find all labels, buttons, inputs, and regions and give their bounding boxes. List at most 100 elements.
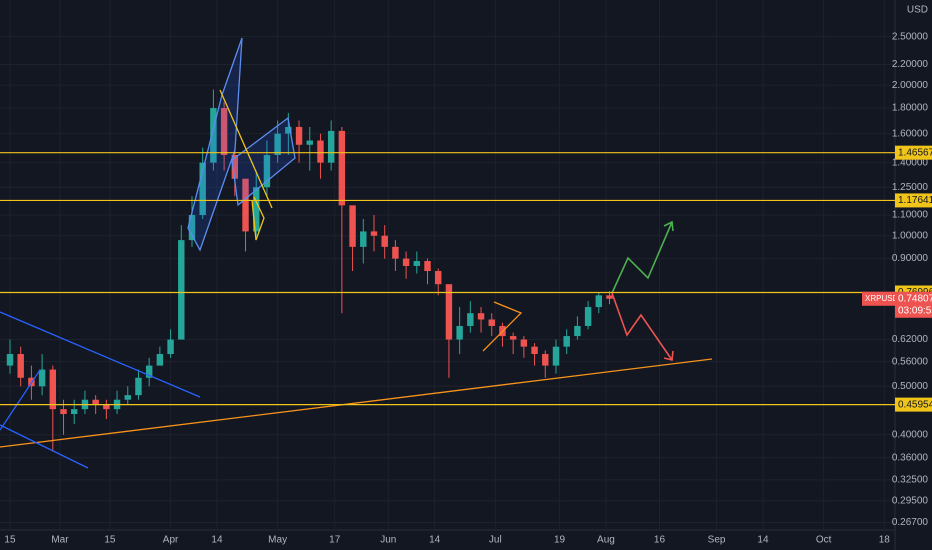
candle-body [60, 409, 67, 415]
candle-body [295, 126, 303, 145]
candle-body [381, 235, 388, 247]
candle-body [584, 307, 592, 326]
candle-body [49, 369, 57, 410]
x-tick-label: 14 [211, 535, 223, 546]
y-tick-label: 0.50000 [892, 381, 929, 392]
candle-body [520, 339, 528, 347]
level-label: 1.46567 [898, 147, 932, 158]
y-tick-label: 0.32500 [892, 474, 929, 485]
y-tick-label: 0.40000 [892, 429, 929, 440]
channel-line [0, 424, 89, 469]
candle-body [188, 215, 196, 241]
x-tick-label: Jun [380, 535, 396, 546]
arrow-head [663, 350, 674, 361]
candle-body [488, 319, 495, 326]
candle-body [156, 354, 164, 366]
y-tick-label: 2.20000 [892, 59, 929, 70]
price-tag [895, 291, 932, 318]
candle-body [145, 365, 153, 378]
candle-body [606, 295, 613, 299]
candle-body [392, 246, 399, 259]
y-tick-label: 1.80000 [892, 103, 929, 114]
candle-body [92, 399, 99, 405]
bull-arrow [611, 221, 673, 294]
candle-body [210, 108, 217, 163]
level-label: 1.17641 [898, 195, 932, 206]
candle-body [317, 140, 324, 163]
y-tick-label: 1.25000 [892, 182, 929, 193]
pattern-box [231, 116, 296, 207]
candle-body [135, 377, 142, 396]
candle-body [445, 284, 453, 340]
arrow-head [663, 220, 674, 232]
candle-body [370, 231, 378, 236]
y-tick-label: 0.56000 [892, 356, 929, 367]
bear-arrow [611, 292, 673, 361]
x-tick-label: Sep [708, 535, 726, 546]
candle-body [349, 205, 356, 247]
candle-body [467, 313, 474, 326]
candle-body [220, 108, 228, 156]
last-price: 0.74807 [898, 293, 932, 304]
candle-body [124, 395, 131, 400]
candle-body [413, 261, 421, 266]
x-tick-label: 14 [757, 535, 769, 546]
candle-body [435, 271, 442, 285]
y-tick-label: 0.26700 [892, 517, 929, 528]
candle-body [103, 404, 110, 410]
support-trendline [0, 358, 713, 448]
x-tick-label: 15 [104, 535, 116, 546]
candle-body [253, 187, 260, 232]
level-label: 0.45954 [898, 399, 932, 410]
candle-body [338, 130, 346, 206]
candle-body [6, 354, 14, 366]
candle-body [242, 178, 249, 232]
x-tick-label: 15 [4, 535, 16, 546]
candle-body [231, 155, 239, 179]
x-tick-label: 17 [329, 535, 341, 546]
y-tick-label: 1.60000 [892, 128, 929, 139]
candle-body [531, 346, 538, 355]
x-tick-label: 18 [879, 535, 891, 546]
x-tick-label: 19 [554, 535, 566, 546]
y-tick-label: 0.62000 [892, 334, 929, 345]
x-tick-label: 16 [654, 535, 666, 546]
candle-body [38, 369, 46, 387]
y-tick-label: 0.29500 [892, 496, 929, 507]
price-axis: 2.50000 2.20000 2.00000 1.80000 1.60000 1.400… [4, 31, 932, 546]
candle-body [360, 231, 367, 247]
y-tick-label: 0.90000 [892, 253, 929, 264]
candle-body [563, 336, 570, 347]
candle-body [17, 354, 24, 378]
candle-body [552, 346, 560, 366]
candle-body [167, 339, 174, 355]
candle-body [542, 354, 549, 366]
y-tick-label: 2.00000 [892, 80, 929, 91]
symbol-tag [862, 291, 895, 306]
y-tick-label: 2.50000 [892, 31, 929, 42]
candle-body [456, 325, 463, 340]
candle-body [274, 133, 281, 156]
level-tag [895, 397, 932, 412]
drawings [0, 37, 713, 469]
triangle [482, 301, 523, 352]
candle-body [71, 409, 78, 415]
currency-label: USD [907, 5, 928, 16]
channel-line [0, 311, 201, 398]
y-tick-label: 1.40000 [892, 157, 929, 168]
candle-body [424, 261, 431, 272]
candle-body [199, 162, 206, 216]
x-tick-label: Aug [597, 535, 615, 546]
x-tick-label: Oct [816, 535, 832, 546]
countdown: 03:09:55 [898, 305, 932, 316]
symbol-label: XRPUSD [865, 294, 899, 303]
x-tick-label: May [268, 535, 287, 546]
y-tick-label: 1.10000 [892, 210, 929, 221]
axis-panel [895, 0, 932, 550]
channel-line [0, 369, 41, 431]
trendline [219, 89, 273, 209]
candle-body [509, 336, 517, 340]
